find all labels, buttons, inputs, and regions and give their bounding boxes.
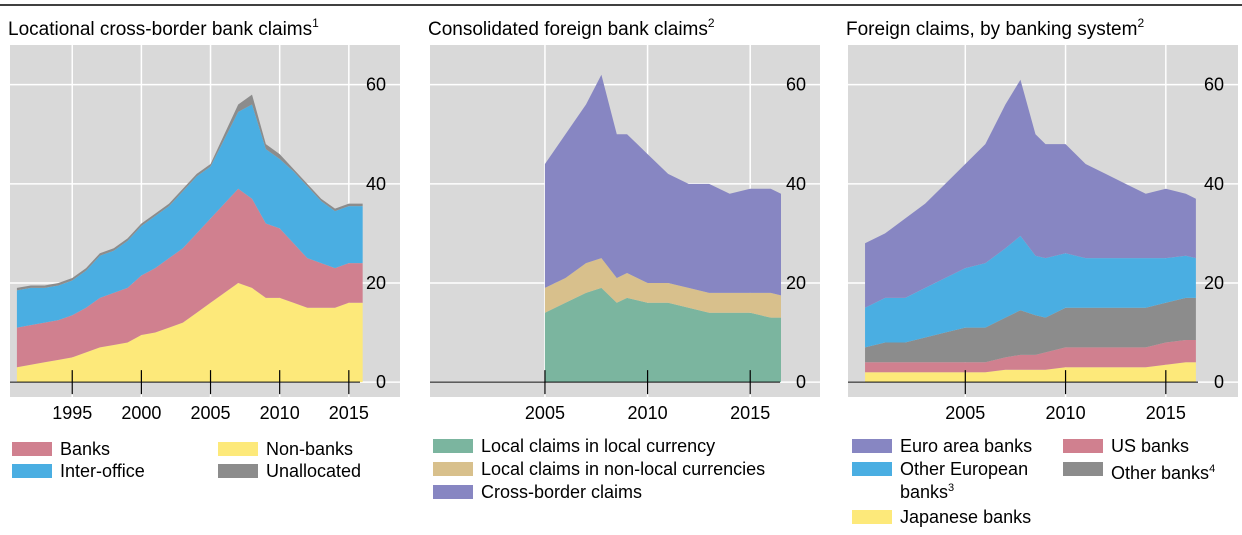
legend-label: Japanese banks <box>900 508 1060 527</box>
legend-label: US banks <box>1111 437 1242 456</box>
legend-text: Other banks <box>1111 463 1210 483</box>
legend-swatch <box>12 464 52 478</box>
legend-text: Local claims in non-local currencies <box>481 459 766 479</box>
y-tick-label: 20 <box>1204 273 1224 293</box>
area <box>16 188 363 368</box>
legend-text: Inter-office <box>60 461 145 481</box>
x-tick-label: 2010 <box>628 403 668 423</box>
legend-label: Inter-office <box>60 462 220 481</box>
legend-item: Euro area banks <box>852 437 1060 456</box>
area <box>16 104 363 328</box>
y-tick-label: 20 <box>786 273 806 293</box>
x-tick-label: 2005 <box>525 403 565 423</box>
x-tick-label: 2005 <box>191 403 231 423</box>
y-tick-label: 40 <box>366 174 386 194</box>
area <box>865 362 1196 383</box>
y-tick-label: 60 <box>786 75 806 95</box>
legend-text: Cross-border claims <box>481 482 643 502</box>
area <box>544 287 781 383</box>
legend-swatch <box>852 439 892 453</box>
y-tick-label: 60 <box>366 75 386 95</box>
legend-swatch <box>218 442 258 456</box>
x-tick-label: 2010 <box>1046 403 1086 423</box>
legend-text: Euro area banks <box>900 436 1033 456</box>
legend-label: Local claims in local currency <box>481 437 821 456</box>
legend-item: Banks <box>12 440 220 459</box>
chart-title: Locational cross-border bank claims1 <box>8 16 319 40</box>
legend-text: Unallocated <box>266 461 362 481</box>
legend-swatch <box>1063 439 1103 453</box>
title-text: Consolidated foreign bank claims <box>428 19 708 40</box>
title-note: 2 <box>708 16 715 30</box>
legend-item: Non-banks <box>218 440 426 459</box>
legend-text: Non-banks <box>266 439 354 459</box>
legend-swatch <box>433 439 473 453</box>
legend-item: Local claims in non-local currencies <box>433 460 821 479</box>
legend-text: Local claims in local currency <box>481 436 716 456</box>
chart-title: Consolidated foreign bank claims2 <box>428 16 715 40</box>
legend-swatch <box>12 442 52 456</box>
y-tick-label: 0 <box>1214 372 1224 392</box>
legend-note: 3 <box>948 482 955 494</box>
y-tick-label: 20 <box>366 273 386 293</box>
legend-label: Other European banks3 <box>900 460 1060 502</box>
legend-swatch <box>218 464 258 478</box>
title-note: 2 <box>1137 16 1144 30</box>
legend-label: Local claims in non-local currencies <box>481 460 821 479</box>
legend-text: Other European banks <box>900 459 1029 502</box>
legend-item: Japanese banks <box>852 508 1060 527</box>
y-tick-label: 60 <box>1204 75 1224 95</box>
legend-label: Non-banks <box>266 440 426 459</box>
legend-label: Other banks4 <box>1111 460 1242 483</box>
legend-item: US banks <box>1063 437 1242 456</box>
legend-item: Local claims in local currency <box>433 437 821 456</box>
title-text: Locational cross-border bank claims <box>8 19 312 40</box>
legend-item: Other banks4 <box>1063 460 1242 483</box>
chart-title: Foreign claims, by banking system2 <box>846 16 1144 40</box>
area <box>16 282 363 383</box>
legend-text: US banks <box>1111 436 1190 456</box>
legend-swatch <box>852 462 892 476</box>
y-tick-label: 0 <box>796 372 806 392</box>
legend-text: Banks <box>60 439 111 459</box>
legend-label: Unallocated <box>266 462 426 481</box>
legend-item: Unallocated <box>218 462 426 481</box>
legend-swatch <box>852 510 892 524</box>
legend-note: 4 <box>1209 463 1216 475</box>
legend-item: Inter-office <box>12 462 220 481</box>
area <box>865 235 1196 348</box>
x-tick-label: 2015 <box>329 403 369 423</box>
x-tick-label: 2010 <box>260 403 300 423</box>
legend-label: Banks <box>60 440 220 459</box>
area <box>544 258 781 318</box>
x-tick-label: 2000 <box>121 403 161 423</box>
x-tick-label: 2005 <box>945 403 985 423</box>
legend-item: Cross-border claims <box>433 483 821 502</box>
title-note: 1 <box>312 16 319 30</box>
legend-label: Cross-border claims <box>481 483 821 502</box>
x-tick-label: 1995 <box>52 403 92 423</box>
x-tick-label: 2015 <box>730 403 770 423</box>
legend-swatch <box>433 462 473 476</box>
y-tick-label: 40 <box>1204 174 1224 194</box>
y-tick-label: 0 <box>376 372 386 392</box>
y-tick-label: 40 <box>786 174 806 194</box>
area <box>865 79 1196 308</box>
area <box>865 297 1196 363</box>
title-text: Foreign claims, by banking system <box>846 19 1137 40</box>
area <box>544 74 781 296</box>
area <box>865 339 1196 373</box>
legend-swatch <box>1063 462 1103 476</box>
legend-text: Japanese banks <box>900 507 1032 527</box>
legend-swatch <box>433 485 473 499</box>
legend-label: Euro area banks <box>900 437 1060 456</box>
legend-item: Other European banks3 <box>852 460 1060 502</box>
x-tick-label: 2015 <box>1146 403 1186 423</box>
